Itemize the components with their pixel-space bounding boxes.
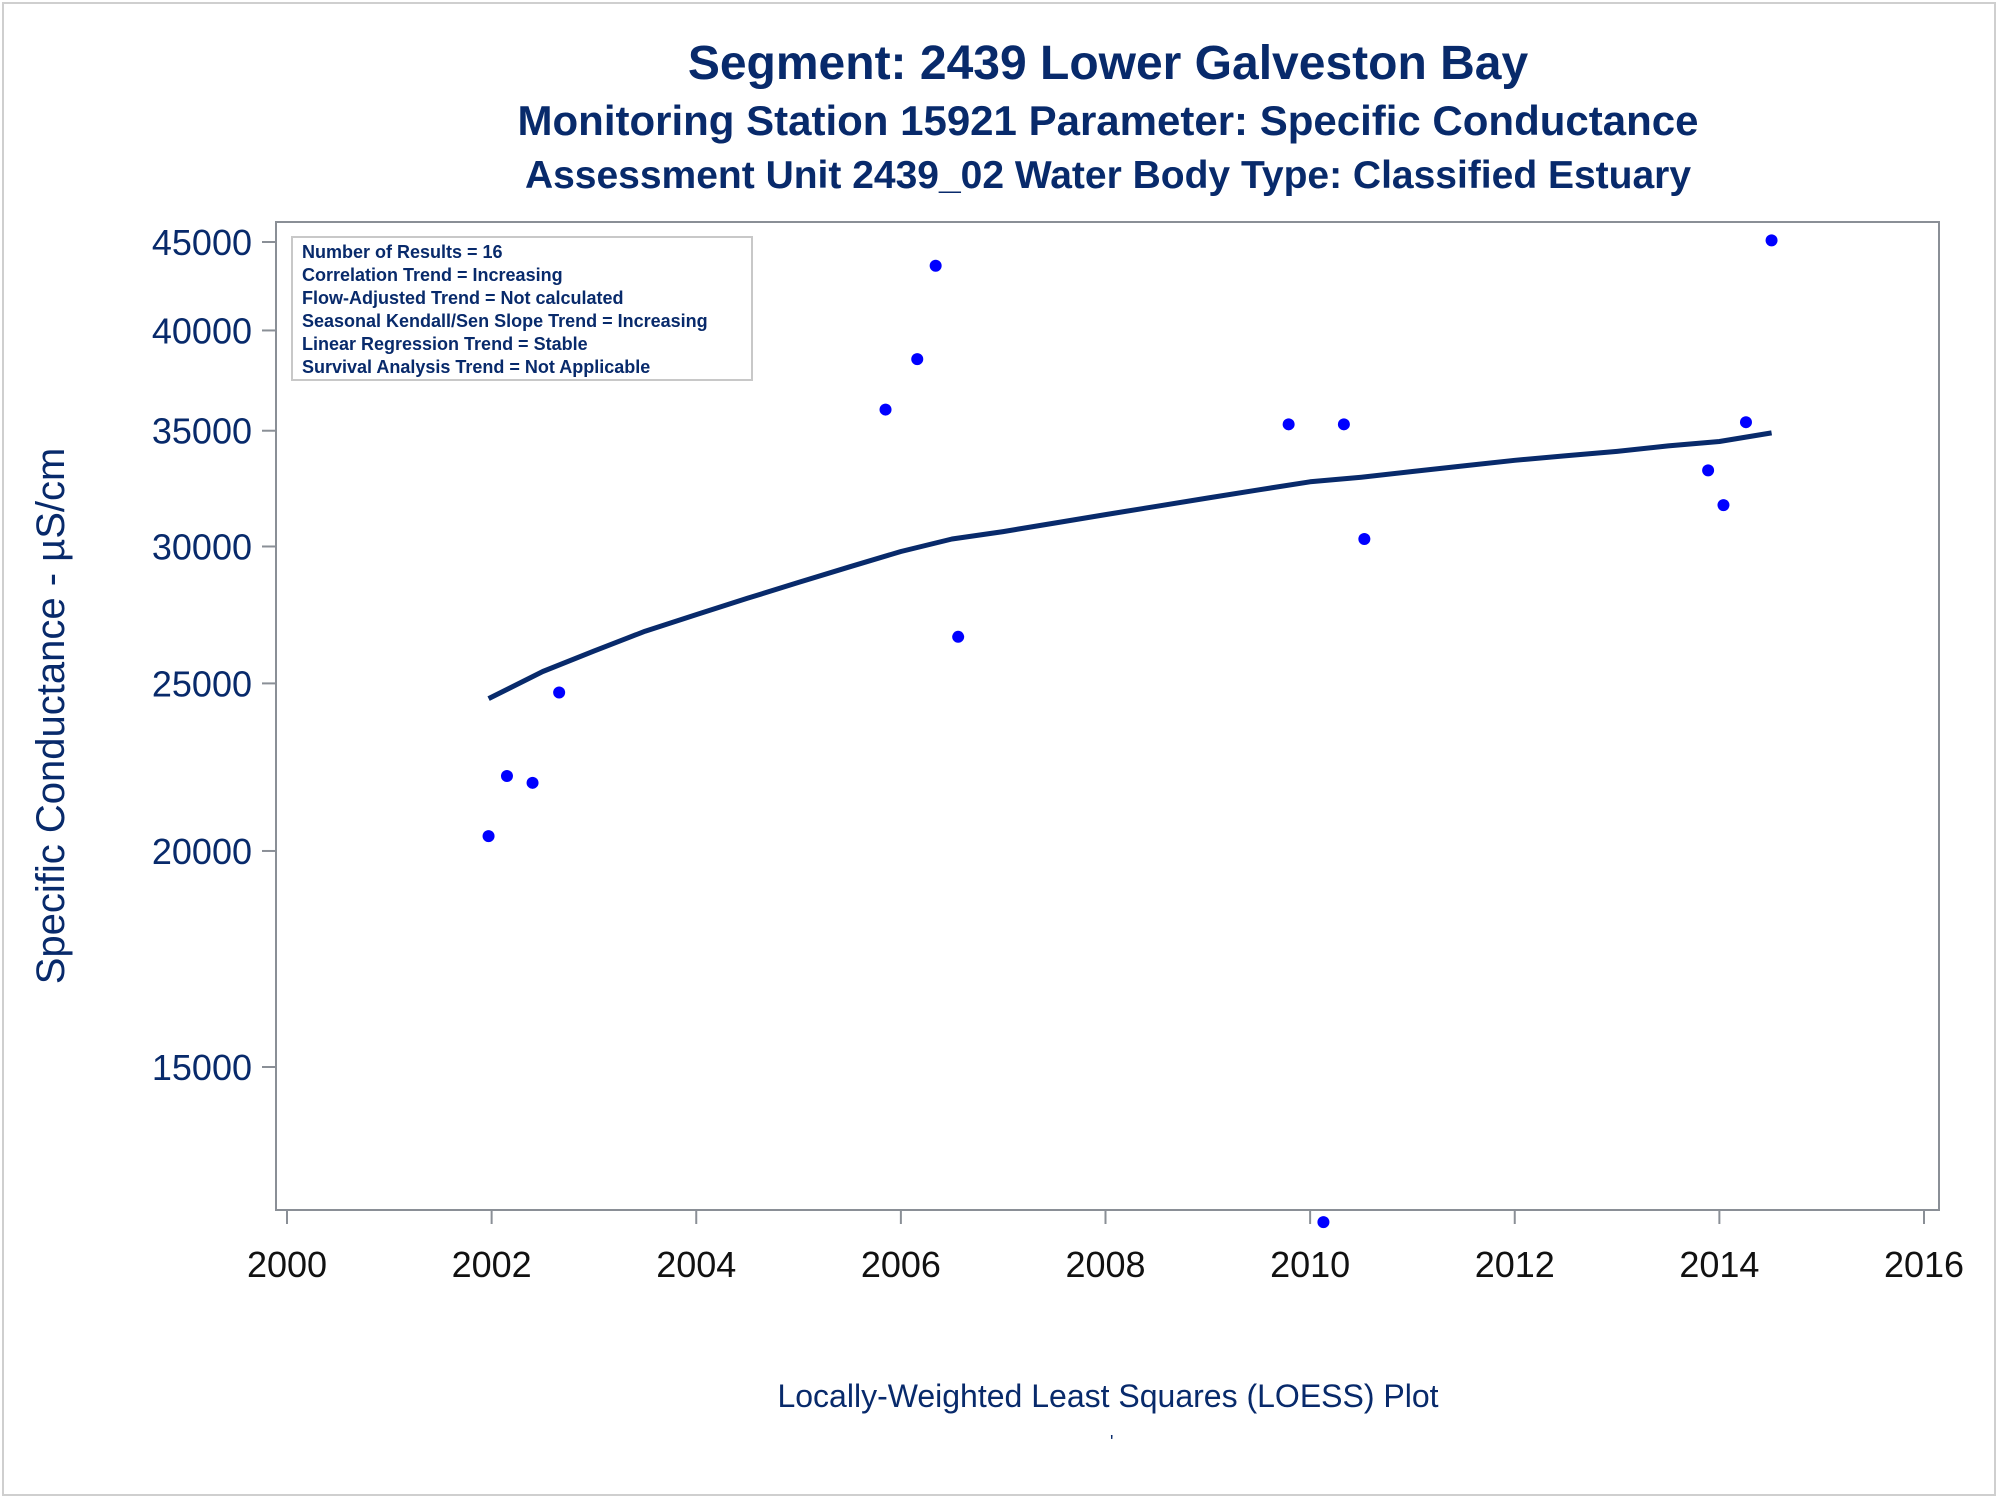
x-tick-label: 2004 [656,1244,736,1285]
data-point [879,403,892,416]
data-point [1317,1216,1330,1229]
data-point [1765,234,1778,247]
plot-area [275,221,1940,1211]
plot-footnote: Locally-Weighted Least Squares (LOESS) P… [777,1378,1439,1414]
data-point [1337,418,1350,431]
y-tick-label: 30000 [152,526,252,567]
data-point [500,769,513,782]
data-point [1282,418,1295,431]
x-tick-label: 2006 [861,1244,941,1285]
stats-box-line: Correlation Trend = Increasing [302,265,563,285]
x-tick-label: 2002 [452,1244,532,1285]
stats-box-line: Number of Results = 16 [302,242,503,262]
chart-subtitle-assessment-unit: Assessment Unit 2439_02 Water Body Type:… [524,154,1692,197]
y-tick-label: 35000 [152,411,252,452]
y-tick-label: 45000 [152,222,252,263]
y-axis: 15000 20000 25000 30000 35000 40000 45000 [152,222,276,1088]
stray-mark: ' [1110,1432,1114,1452]
y-axis-label: Specific Conductance - µS/cm [29,448,73,985]
x-axis: 2000 2002 2004 2006 2008 2010 2012 2014 2016 [247,1210,1964,1285]
chart-title: Segment: 2439 Lower Galveston Bay [687,37,1529,90]
stats-box-line: Survival Analysis Trend = Not Applicable [302,357,650,377]
loess-trend-line-group [487,430,1773,701]
stats-legend-box: Number of Results = 16 Correlation Trend … [291,236,753,381]
data-point [1717,499,1730,512]
data-point [1739,416,1752,429]
data-point [911,353,924,366]
y-tick-label: 15000 [152,1047,252,1088]
data-point [952,630,965,643]
y-tick-label: 40000 [152,310,252,351]
data-points [482,234,1778,1229]
data-point [1358,533,1371,546]
data-point [553,686,566,699]
x-tick-label: 2012 [1475,1244,1555,1285]
data-point [526,776,539,789]
x-tick-label: 2014 [1679,1244,1759,1285]
x-tick-label: 2000 [247,1244,327,1285]
y-tick-label: 20000 [152,831,252,872]
y-tick-label: 25000 [152,663,252,704]
stats-box-line: Seasonal Kendall/Sen Slope Trend = Incre… [302,311,708,331]
x-tick-label: 2010 [1270,1244,1350,1285]
data-point [482,830,495,843]
chart-subtitle-station: Monitoring Station 15921 Parameter: Spec… [517,97,1699,144]
data-point [929,259,942,272]
stats-box-line: Linear Regression Trend = Stable [302,334,588,354]
x-tick-label: 2016 [1884,1244,1964,1285]
stats-box-line: Flow-Adjusted Trend = Not calculated [302,288,624,308]
data-point [1702,464,1715,477]
stats-box-border [291,236,753,381]
loess-trend-line [487,430,1773,701]
x-tick-label: 2008 [1065,1244,1145,1285]
